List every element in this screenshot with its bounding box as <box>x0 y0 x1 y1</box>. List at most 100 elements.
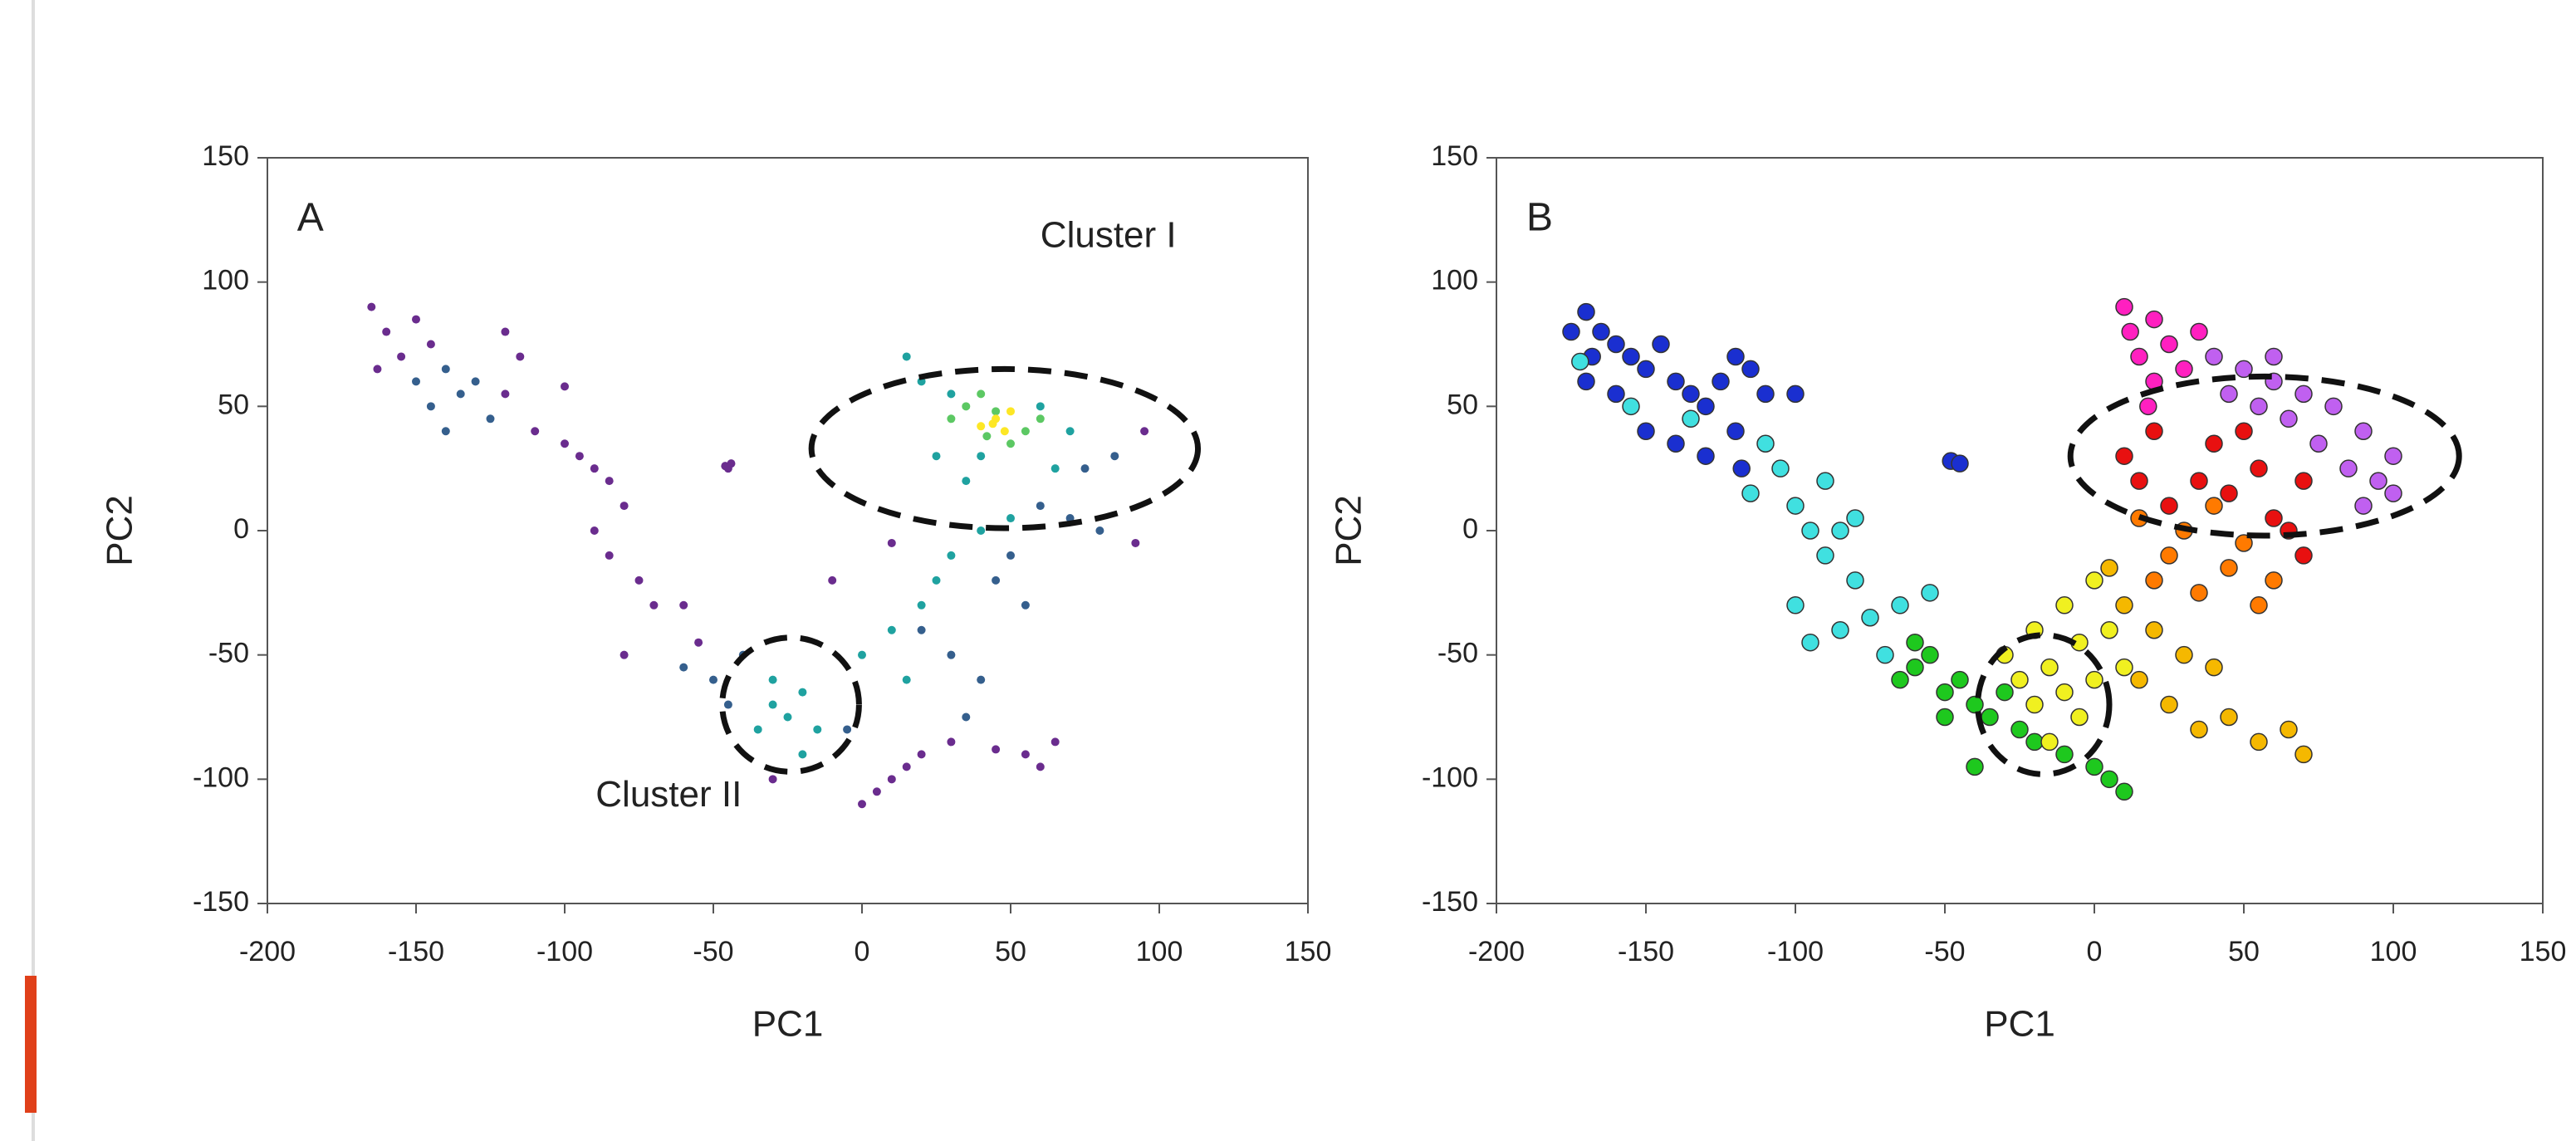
point <box>2160 497 2178 515</box>
annotation: Cluster I <box>1041 214 1177 255</box>
point <box>1996 683 2014 702</box>
x-tick-label: 150 <box>1285 936 1332 967</box>
point <box>947 551 956 560</box>
point <box>1966 757 1984 776</box>
point <box>2265 509 2283 527</box>
point <box>798 688 807 697</box>
point <box>1786 596 1805 615</box>
x-tick-label: 50 <box>2228 936 2260 967</box>
point <box>982 432 992 441</box>
point <box>1981 708 1999 727</box>
point <box>2294 745 2313 764</box>
y-tick-label: -150 <box>193 886 249 918</box>
point <box>2235 422 2253 441</box>
x-tick-label: 0 <box>2087 936 2103 967</box>
page-edge-accent <box>25 976 37 1113</box>
point <box>1021 750 1030 759</box>
point <box>1050 737 1060 747</box>
x-tick-label: -150 <box>1618 936 1674 967</box>
point <box>2025 695 2044 714</box>
point <box>2354 422 2373 441</box>
point <box>1006 407 1015 416</box>
point <box>798 750 807 759</box>
point <box>768 775 777 784</box>
y-tick-label: -100 <box>1422 761 1478 793</box>
point <box>1652 335 1670 354</box>
point <box>977 452 986 461</box>
y-axis-title: PC2 <box>1329 495 1369 566</box>
point <box>2384 447 2402 465</box>
point <box>397 352 406 361</box>
point <box>2130 670 2148 689</box>
point <box>2190 720 2208 739</box>
point <box>2100 620 2118 639</box>
point <box>2115 297 2133 316</box>
point <box>412 377 420 386</box>
point <box>2354 497 2373 515</box>
point <box>2205 434 2223 453</box>
point <box>1140 427 1149 436</box>
cluster-outline <box>2067 373 2462 539</box>
x-tick-label: -200 <box>239 936 296 967</box>
point <box>2175 360 2193 379</box>
point <box>2040 732 2059 752</box>
point <box>1816 472 1834 490</box>
point <box>753 725 762 734</box>
point <box>2190 322 2208 341</box>
annotation: B <box>1526 196 1553 240</box>
point <box>1936 708 1954 727</box>
point <box>1741 484 1760 502</box>
point <box>2220 559 2238 577</box>
y-tick-label: -100 <box>193 761 249 793</box>
point <box>2085 571 2103 590</box>
point <box>1080 464 1090 473</box>
point <box>962 402 971 411</box>
cluster-outline <box>808 365 1202 531</box>
point <box>709 675 717 684</box>
point <box>1006 551 1015 560</box>
point <box>1697 397 1715 416</box>
point <box>1906 633 1924 652</box>
point <box>2100 559 2118 577</box>
point <box>1036 502 1045 511</box>
point <box>2265 347 2283 366</box>
point <box>1756 384 1775 404</box>
point <box>947 650 956 659</box>
x-axis-title: PC1 <box>752 1004 824 1045</box>
point <box>1050 464 1060 473</box>
point <box>872 787 881 796</box>
point <box>2130 472 2148 490</box>
point <box>2205 347 2223 366</box>
point <box>373 365 382 374</box>
point <box>2121 322 2139 341</box>
y-tick-label: 0 <box>233 513 249 545</box>
point <box>2205 658 2223 677</box>
point <box>2100 770 2118 789</box>
point <box>2220 708 2238 727</box>
point <box>1592 322 1610 341</box>
point <box>694 638 703 647</box>
point <box>2145 310 2163 329</box>
point <box>1816 546 1834 565</box>
point <box>1786 497 1805 515</box>
point <box>2139 397 2157 416</box>
point <box>902 675 911 684</box>
point <box>2280 720 2298 739</box>
point <box>2250 732 2268 752</box>
point <box>1726 422 1745 441</box>
point <box>2130 347 2148 366</box>
point <box>1577 372 1595 391</box>
point <box>1786 384 1805 404</box>
point <box>2309 434 2328 453</box>
point <box>1801 522 1819 540</box>
point <box>2205 497 2223 515</box>
point <box>947 414 956 424</box>
point <box>2339 459 2358 477</box>
point <box>1756 434 1775 453</box>
point <box>917 377 926 386</box>
y-tick-label: -150 <box>1422 886 1478 918</box>
point <box>1801 633 1819 652</box>
point <box>932 452 941 461</box>
cluster-outline <box>719 634 862 775</box>
point <box>1667 372 1685 391</box>
